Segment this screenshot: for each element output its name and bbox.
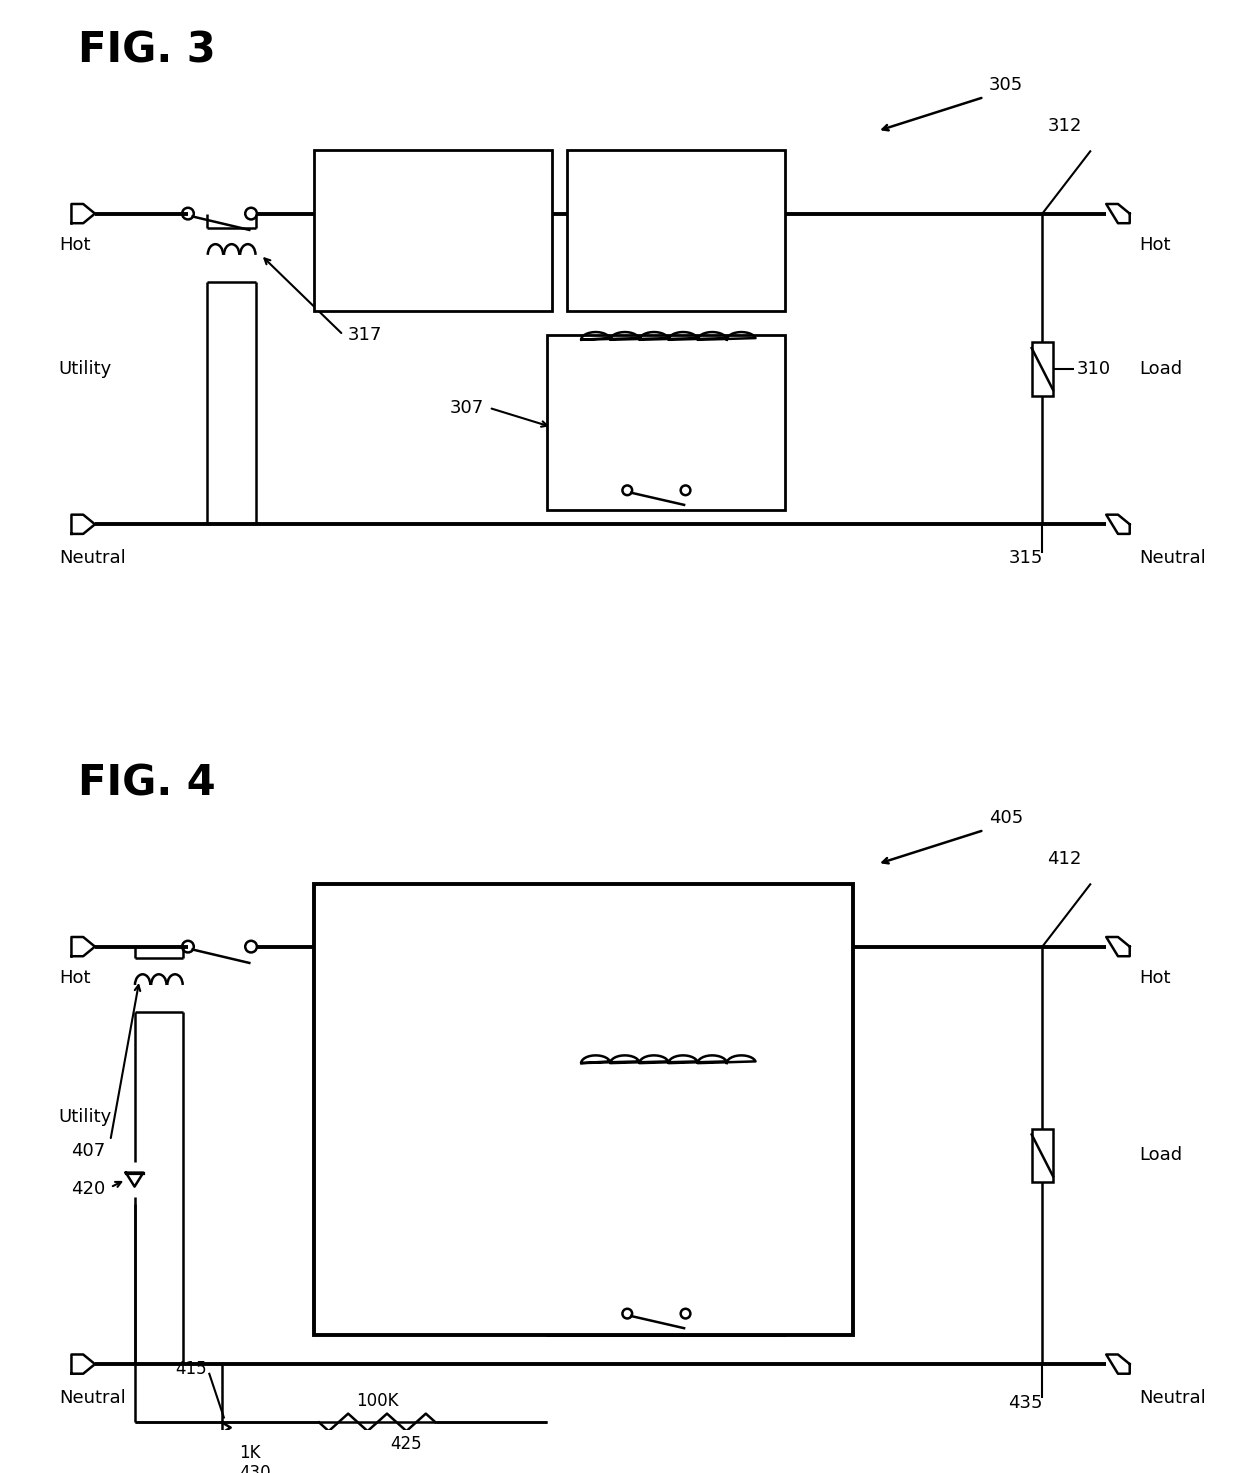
Text: Neutral: Neutral — [1140, 549, 1207, 567]
Text: 412: 412 — [1048, 850, 1081, 868]
Text: 100K: 100K — [356, 1392, 398, 1410]
Polygon shape — [1106, 1355, 1130, 1374]
Text: Instantaneous Trip: Instantaneous Trip — [350, 963, 516, 981]
Text: 315: 315 — [1008, 549, 1043, 567]
Text: Hot: Hot — [58, 969, 91, 987]
Bar — [1032, 342, 1053, 396]
Text: Load: Load — [1140, 359, 1183, 379]
Polygon shape — [125, 1173, 144, 1187]
Bar — [567, 884, 785, 1034]
Text: FIG. 4: FIG. 4 — [78, 763, 216, 804]
Text: Magnetic: Magnetic — [388, 938, 477, 956]
Bar — [547, 334, 785, 510]
Bar — [314, 884, 552, 1034]
Text: Load: Load — [1140, 1146, 1183, 1164]
Polygon shape — [72, 937, 95, 956]
Bar — [314, 884, 853, 1335]
Text: 307: 307 — [450, 399, 484, 417]
Text: 415: 415 — [176, 1360, 207, 1377]
Text: 310: 310 — [1076, 359, 1111, 379]
Polygon shape — [72, 514, 95, 533]
Bar — [567, 150, 785, 311]
Text: Neutral: Neutral — [58, 549, 125, 567]
Text: Hot: Hot — [1140, 236, 1171, 253]
Text: Utility: Utility — [58, 1108, 112, 1125]
Text: Hot: Hot — [58, 236, 91, 253]
Text: Heat Generating: Heat Generating — [595, 209, 756, 228]
Text: Hot: Hot — [1140, 969, 1171, 987]
Text: Thermal Reed: Thermal Reed — [599, 1178, 734, 1198]
Text: 407: 407 — [72, 1142, 105, 1159]
Text: Instantaneous Trip: Instantaneous Trip — [350, 236, 516, 253]
Text: 410: 410 — [460, 1199, 494, 1218]
Text: 420: 420 — [72, 1180, 105, 1199]
Text: 430: 430 — [239, 1464, 272, 1473]
Text: Magnetic: Magnetic — [388, 209, 477, 228]
Text: 1K: 1K — [239, 1445, 260, 1463]
Text: Utility: Utility — [58, 359, 112, 379]
Polygon shape — [1106, 203, 1130, 224]
Text: 405: 405 — [990, 810, 1023, 828]
Text: 317: 317 — [348, 326, 382, 345]
Text: 312: 312 — [1048, 118, 1081, 136]
Bar — [314, 150, 552, 311]
Text: 425: 425 — [391, 1435, 422, 1452]
Bar — [1032, 1128, 1053, 1181]
Text: Thermal Reed: Thermal Reed — [599, 401, 734, 420]
Text: Neutral: Neutral — [58, 1389, 125, 1407]
Polygon shape — [1106, 937, 1130, 956]
Bar — [547, 1064, 785, 1335]
Polygon shape — [72, 203, 95, 224]
Text: Neutral: Neutral — [1140, 1389, 1207, 1407]
Text: Heat Generating: Heat Generating — [595, 938, 756, 956]
Text: Switch: Switch — [636, 1202, 696, 1220]
Text: Conductor: Conductor — [630, 233, 723, 252]
Polygon shape — [1106, 514, 1130, 533]
Text: Conductor: Conductor — [630, 962, 723, 980]
Text: FIG. 3: FIG. 3 — [78, 29, 216, 72]
Text: Switch: Switch — [636, 426, 696, 443]
Polygon shape — [72, 1355, 95, 1374]
Text: 435: 435 — [1008, 1393, 1043, 1413]
Text: 305: 305 — [990, 77, 1023, 94]
